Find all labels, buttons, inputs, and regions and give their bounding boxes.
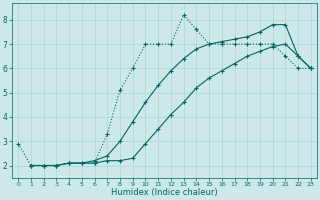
X-axis label: Humidex (Indice chaleur): Humidex (Indice chaleur) — [111, 188, 218, 197]
